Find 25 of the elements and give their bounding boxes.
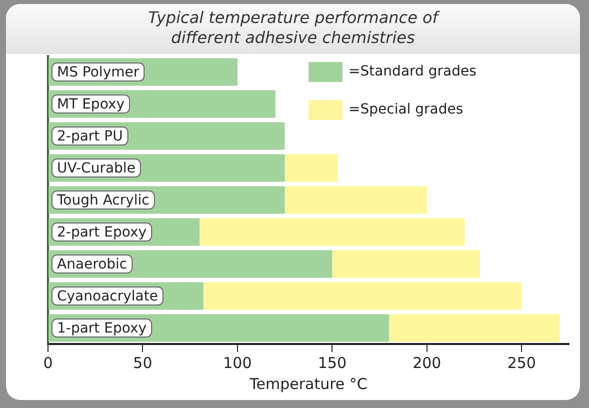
- y-tick-label: 2-part PU: [57, 128, 123, 145]
- x-tick-label: 250: [507, 354, 536, 372]
- y-tick-label: MT Epoxy: [57, 96, 125, 113]
- y-tick-label: 2-part Epoxy: [57, 224, 147, 241]
- x-tick-label: 50: [133, 354, 152, 372]
- y-tick-label: Tough Acrylic: [56, 192, 150, 209]
- y-tick-label: MS Polymer: [57, 64, 140, 81]
- bar: [389, 314, 560, 342]
- y-tick-label: Anaerobic: [57, 256, 128, 273]
- chart-title: Typical temperature performance of different adhesive chemistries: [147, 8, 441, 48]
- x-tick-label: 100: [223, 354, 252, 372]
- bar: [332, 250, 480, 278]
- bar: [203, 282, 522, 310]
- x-tick-label: 200: [412, 354, 442, 372]
- legend-label: =Special grades: [348, 102, 464, 118]
- y-tick-label: 1-part Epoxy: [57, 320, 147, 337]
- x-tick-label: 150: [318, 354, 346, 372]
- legend-label: =Standard grades: [348, 64, 476, 80]
- bar: [284, 154, 338, 182]
- x-axis-title: Temperature °C: [248, 374, 368, 393]
- bar: [200, 218, 465, 246]
- bar: [284, 186, 427, 214]
- x-tick-label: 0: [43, 354, 53, 372]
- y-tick-label: UV-Curable: [57, 160, 136, 177]
- y-tick-label: Cyanoacrylate: [57, 288, 158, 305]
